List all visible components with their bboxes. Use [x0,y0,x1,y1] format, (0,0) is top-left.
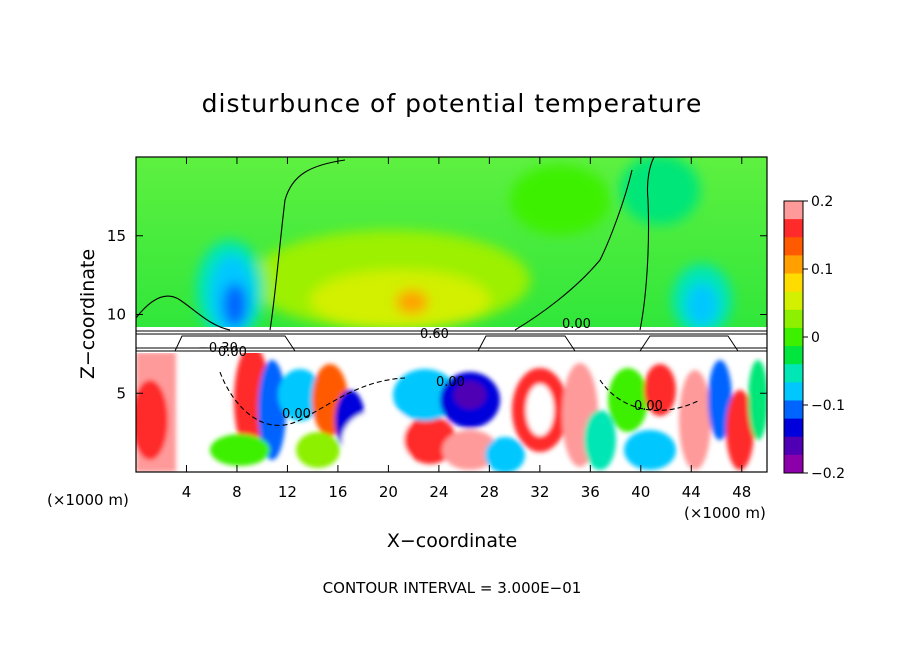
colorbar-swatch [784,364,803,383]
colorbar-swatch [784,219,803,238]
contour-label: 0.00 [436,375,465,390]
colorbar-swatch [784,382,803,401]
contour-label: 0.00 [218,345,247,360]
colorbar-swatch [784,418,803,438]
colorbar-swatch [784,291,803,311]
y-axis: 5 10 15 [107,227,767,402]
field-lower-features [136,345,767,472]
x-tick-label: 16 [328,483,347,501]
x-tick-label: 8 [232,483,242,501]
colorbar-swatch [784,255,803,275]
colorbar-swatch [784,346,803,365]
x-tick-label: 20 [379,483,398,501]
inversion-band-lines [136,330,767,352]
colorbar-swatch [784,327,803,347]
x-tick-label: 32 [530,483,549,501]
x-axis-label: X−coordinate [387,530,517,552]
contour-label: 0.00 [634,399,663,414]
colorbar-tick-label: 0.1 [811,262,833,278]
colorbar-swatch [784,309,803,329]
x-axis: 4 8 12 16 20 24 28 32 36 40 44 48 [182,157,751,501]
chart-title: disturbunce of potential temperature [202,89,703,118]
colorbar-swatch [784,273,803,293]
colorbar-tick-label: 0.2 [811,194,833,210]
x-unit-right: (×1000 m) [684,504,766,522]
colorbar-swatch [784,436,803,456]
y-tick-label: 5 [116,384,126,402]
x-tick-label: 24 [429,483,448,501]
y-tick-label: 15 [107,227,126,245]
colorbar-labels: 0.2 0.1 0 −0.1 −0.2 [803,194,845,482]
colorbar-swatch [784,237,803,256]
x-tick-label: 4 [182,483,192,501]
colorbar-tick-label: −0.2 [811,466,845,482]
x-unit-left: (×1000 m) [47,491,129,509]
x-tick-label: 36 [581,483,600,501]
contour-lines [136,157,701,426]
colorbar-swatch [784,454,803,474]
contour-label: 0.00 [562,317,591,332]
contour-interval-note: CONTOUR INTERVAL = 3.000E−01 [323,579,582,597]
contour-label-group: 0.60 0.00 0.00 0.00 0.00 0.00 −0.30 [198,317,663,422]
colorbar [784,201,803,474]
x-tick-label: 28 [480,483,499,501]
y-tick-label: 10 [107,306,126,324]
y-axis-label: Z−coordinate [77,249,99,379]
x-tick-label: 12 [278,483,297,501]
colorbar-swatch [784,201,803,220]
x-tick-label: 48 [732,483,751,501]
colorbar-tick-label: −0.1 [811,398,845,414]
field-upper-features [196,157,732,340]
x-tick-label: 40 [631,483,650,501]
x-tick-label: 44 [682,483,701,501]
contour-label: 0.00 [282,407,311,422]
contour-label: −0.30 [198,341,238,356]
contour-label: 0.60 [420,327,449,342]
heatmap-field [136,157,767,472]
colorbar-swatch [784,400,803,420]
colorbar-tick-label: 0 [811,330,820,346]
